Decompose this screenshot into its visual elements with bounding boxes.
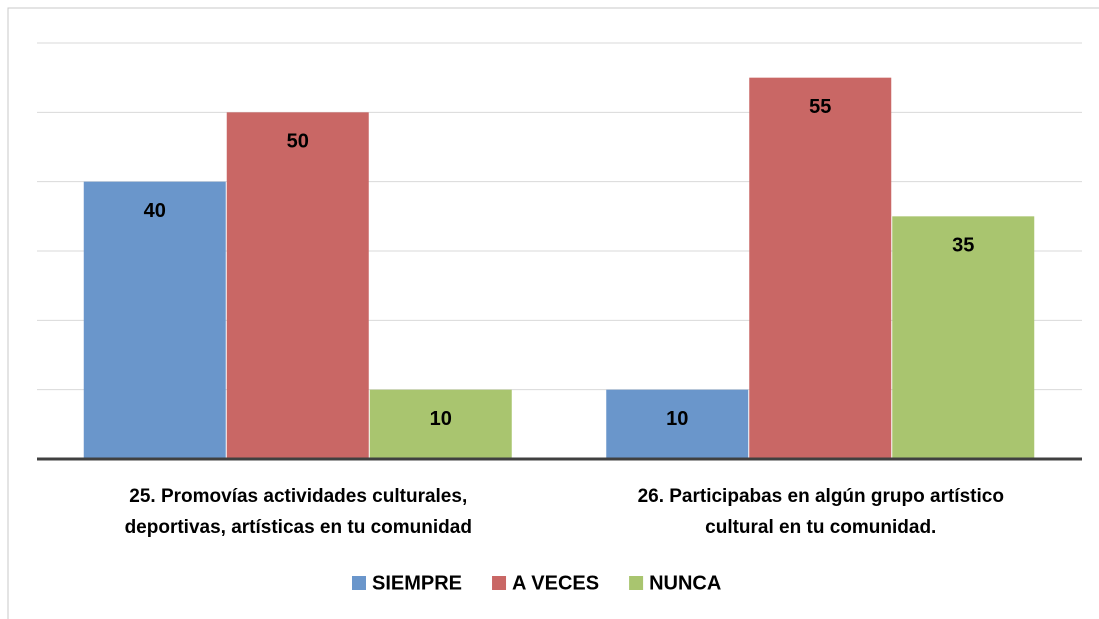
- legend-swatch: [629, 576, 644, 590]
- data-label: 35: [952, 235, 974, 257]
- bar: [369, 389, 512, 459]
- legend-swatch: [492, 576, 507, 590]
- data-label: 40: [144, 200, 166, 222]
- legend-label: NUNCA: [649, 572, 721, 594]
- bar: [892, 216, 1035, 459]
- data-label: 50: [287, 131, 309, 153]
- bar: [749, 77, 892, 460]
- bar: [226, 112, 369, 459]
- legend-box: [322, 560, 797, 607]
- legend-label: A VECES: [512, 572, 599, 594]
- data-label: 55: [809, 96, 831, 118]
- legend-swatch: [352, 576, 366, 590]
- x-tick-label: 25. Promovías actividades culturales, de…: [124, 486, 472, 538]
- bar: [606, 389, 749, 459]
- x-tick-label: 26. Participabas en algún grupo artístic…: [637, 486, 1004, 538]
- legend-label: SIEMPRE: [372, 572, 462, 594]
- chart-frame: [7, 7, 1099, 619]
- data-label: 10: [666, 408, 688, 430]
- bar: [83, 181, 226, 459]
- data-label: 10: [430, 408, 452, 430]
